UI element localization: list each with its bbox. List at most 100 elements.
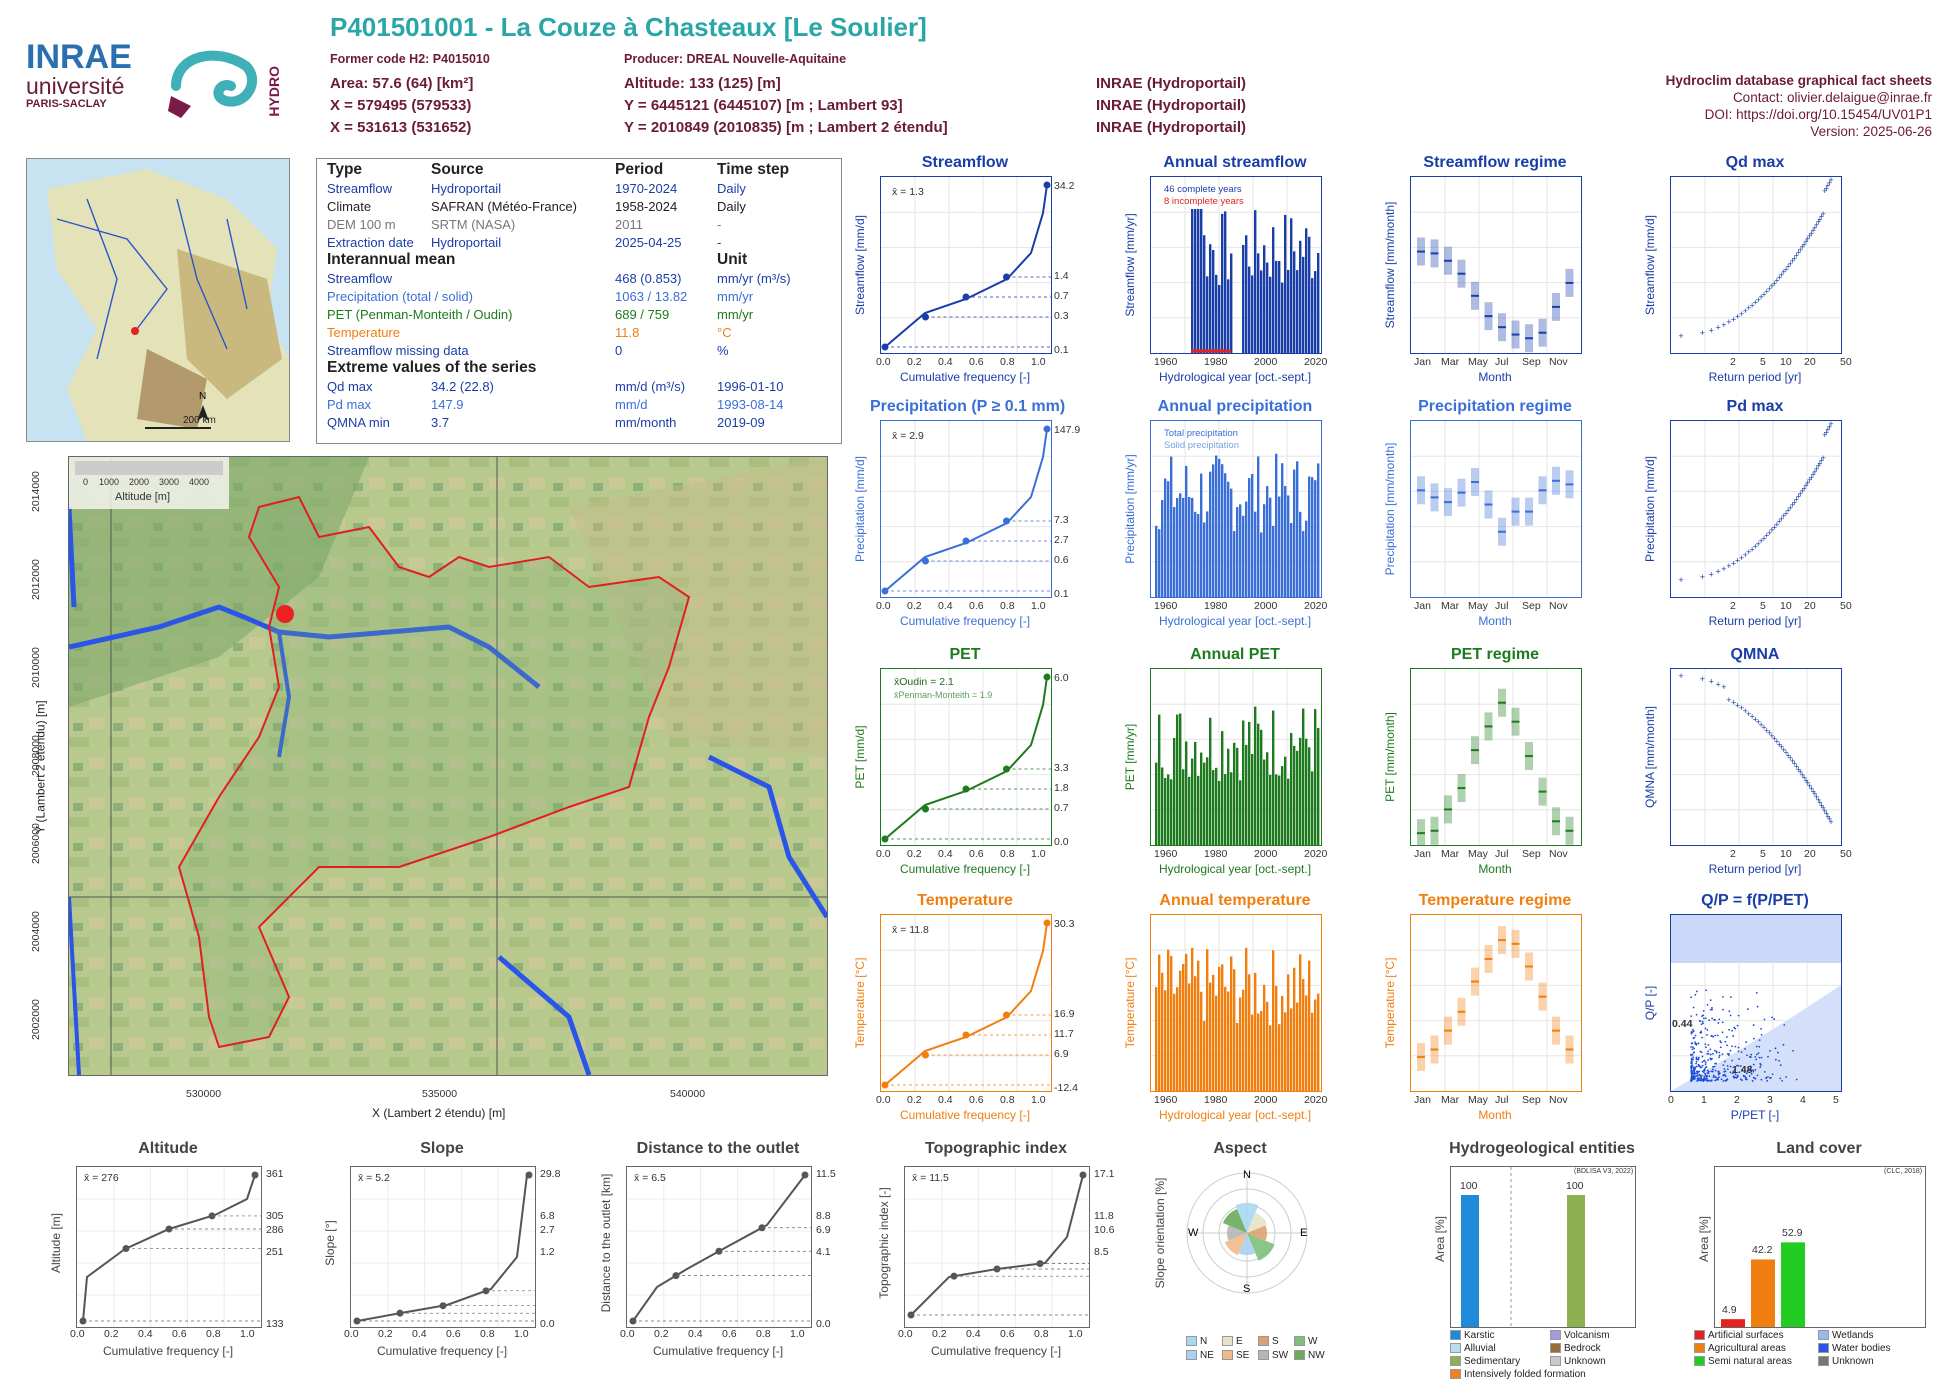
return-point: +	[1746, 547, 1751, 557]
annual-bar	[1308, 960, 1311, 1091]
meta-cell-period: 2025-04-25	[615, 234, 682, 250]
panel-ylabel-pet: PET [mm/d]	[853, 725, 867, 789]
qp-label-2: 1.48	[1732, 1064, 1753, 1076]
panel-xtick: 0.6	[172, 1328, 187, 1340]
return-point: +	[1761, 289, 1766, 299]
annual-bar	[1284, 1012, 1287, 1091]
annual-bar	[1233, 742, 1236, 845]
former-code: Former code H2: P4015010	[330, 52, 490, 66]
interannual-row: PET (Penman-Monteith / Oudin) 689 / 759 mm…	[323, 305, 795, 323]
annual-bar	[1173, 507, 1176, 597]
annual-bar	[1278, 1024, 1281, 1091]
panel-xtick: Jan	[1414, 356, 1431, 368]
panel-xtick: 4	[1800, 1094, 1806, 1106]
return-point: +	[1824, 809, 1829, 819]
annual-bar	[1227, 481, 1230, 597]
panel-xtick: 0.2	[654, 1328, 669, 1340]
panel-xlabel-qd_max: Return period [yr]	[1708, 370, 1802, 384]
return-point: +	[1743, 550, 1748, 560]
return-point: +	[1805, 778, 1810, 788]
meta-cell-type: Streamflow	[327, 180, 393, 196]
panel-mean-streamflow: x̄ = 1.3	[892, 186, 924, 198]
dem-ytick: 2002000	[30, 999, 42, 1040]
return-point: +	[1796, 248, 1801, 258]
panel-frame-topo	[904, 1166, 1090, 1328]
legend-label: NW	[1308, 1350, 1325, 1361]
panel-right-tick: 1.8	[1054, 782, 1069, 794]
interannual-value: 11.8	[615, 324, 640, 340]
panel-right-tick: 0.3	[1054, 310, 1069, 322]
panel-title-streamflow: Streamflow	[921, 154, 1009, 171]
return-point: +	[1821, 803, 1826, 813]
panel-plot-pd_max: + + + + + + ++++++++++++++++++++++++++++++++++…	[1671, 419, 1841, 597]
annual-bar	[1191, 758, 1194, 845]
panel-frame-regime_pet	[1410, 668, 1582, 848]
panel-xlabel-precip: Cumulative frequency [-]	[899, 614, 1031, 628]
aspect-cardinal: E	[1300, 1227, 1307, 1239]
panel-ylabel-ann_streamflow: Streamflow [mm/yr]	[1123, 213, 1137, 317]
extreme-value: 34.2 (22.8)	[431, 378, 494, 394]
interannual-row: Precipitation (total / solid) 1063 / 13.8…	[323, 287, 795, 305]
annual-bar	[1254, 210, 1257, 353]
annual-bar	[1296, 750, 1299, 845]
annual-bar	[1224, 211, 1227, 353]
panel-right-tick: 251	[266, 1246, 284, 1258]
return-point: +	[1788, 503, 1793, 513]
panel-xtick: Nov	[1549, 848, 1568, 860]
legend-swatch	[1222, 1350, 1233, 1361]
panel-xtick: 10	[1780, 848, 1792, 860]
annual-bar	[1212, 974, 1215, 1091]
return-point: +	[1721, 564, 1726, 574]
panel-ylabel-regime_temp: Temperature [°C]	[1383, 957, 1397, 1049]
return-point: +	[1801, 483, 1806, 493]
annual-bar	[1293, 967, 1296, 1091]
annual-bar	[1212, 464, 1215, 597]
meta-cell-source: Hydroportail	[431, 234, 502, 250]
annual-bar	[1293, 469, 1296, 597]
panel-xtick: 0.0	[898, 1328, 913, 1340]
annual-bar	[1254, 511, 1257, 597]
panel-xtick: Mar	[1441, 1094, 1460, 1106]
panel-ylabel-regime_pet: PET [mm/month]	[1383, 712, 1397, 802]
panel-xtick: 1.0	[1031, 356, 1046, 368]
annual-bar	[1215, 455, 1218, 597]
inrae-logo-text: INRAE	[26, 38, 132, 76]
panel-xtick: 0.6	[969, 1094, 984, 1106]
return-point: +	[1678, 671, 1683, 681]
altitude: Altitude: 133 (125) [m]	[624, 75, 781, 92]
panel-right-tick: 0.0	[816, 1318, 831, 1330]
interannual-value: 1063 / 13.82	[615, 288, 688, 304]
annual-bar	[1170, 456, 1173, 597]
annual-bar	[1191, 947, 1194, 1091]
annual-bar	[1248, 478, 1251, 597]
panel-frame-ann_pet	[1150, 668, 1322, 846]
meta-cell-source: SRTM (NASA)	[431, 216, 516, 232]
return-point: +	[1739, 703, 1744, 713]
panel-xtick: 1980	[1204, 848, 1228, 860]
return-point: +	[1828, 817, 1833, 827]
panel-xtick: Nov	[1549, 1094, 1568, 1106]
return-point: +	[1809, 784, 1814, 794]
return-point: +	[1809, 228, 1814, 238]
annual-bar	[1263, 245, 1266, 353]
meta-cell-period: 1958-2024	[615, 198, 678, 214]
meta-cell-step: Daily	[717, 180, 746, 196]
return-point: +	[1803, 481, 1808, 491]
aspect-legend-item: S	[1258, 1336, 1279, 1347]
panel-ylabel-ann_temp: Temperature [°C]	[1123, 957, 1137, 1049]
panel-right-tick: 6.9	[1054, 1048, 1069, 1060]
return-point: +	[1735, 312, 1740, 322]
panel-xtick: 2000	[1254, 356, 1278, 368]
return-point: +	[1767, 528, 1772, 538]
panel-xtick: 0.4	[412, 1328, 427, 1340]
return-point: +	[1794, 761, 1799, 771]
annual-bar	[1194, 976, 1197, 1091]
return-point: +	[1731, 314, 1736, 324]
panel-title-pet: PET	[949, 646, 981, 663]
panel-frame-ann_streamflow	[1150, 176, 1322, 354]
panel-xtick: 20	[1804, 356, 1816, 368]
dem-legend-tick-4: 4000	[189, 477, 210, 487]
return-point: +	[1814, 220, 1819, 230]
panel-frame-regime_precip	[1410, 420, 1582, 598]
meta-cell-source: SAFRAN (Météo-France)	[431, 198, 577, 214]
